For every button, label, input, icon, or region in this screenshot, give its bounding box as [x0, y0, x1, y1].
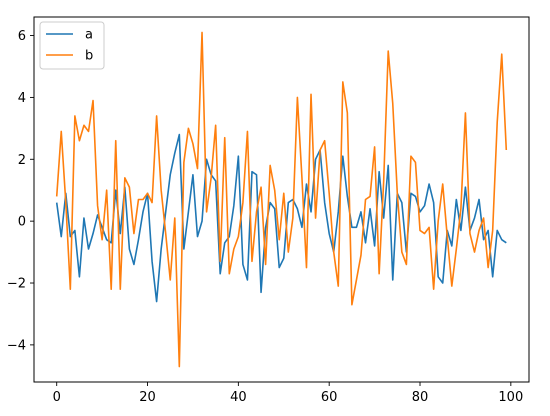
legend-label-a: a — [85, 28, 93, 43]
y-tick-label: −4 — [7, 338, 26, 353]
y-tick-label: 0 — [18, 215, 26, 230]
x-axis: 0 20 40 60 80 100 — [53, 382, 523, 405]
y-tick-label: 2 — [18, 153, 26, 168]
series-line-b — [55, 31, 508, 368]
legend-box — [39, 21, 105, 70]
y-tick-label: −2 — [7, 277, 26, 292]
y-tick-label: 4 — [18, 91, 26, 106]
x-tick-label: 40 — [230, 390, 247, 405]
y-tick-label: 6 — [18, 29, 26, 44]
x-tick-label: 100 — [498, 390, 523, 405]
x-tick-label: 0 — [53, 390, 61, 405]
series-lines — [55, 31, 508, 368]
legend: ab — [39, 21, 105, 70]
x-tick-label: 80 — [412, 390, 429, 405]
y-axis: −4 −2 0 2 4 6 — [7, 29, 34, 353]
x-tick-label: 60 — [321, 390, 338, 405]
plot-frame — [33, 16, 530, 383]
plot-background — [34, 17, 529, 382]
x-tick-label: 20 — [139, 390, 156, 405]
series-line-a — [55, 133, 507, 303]
legend-label-b: b — [85, 49, 93, 64]
